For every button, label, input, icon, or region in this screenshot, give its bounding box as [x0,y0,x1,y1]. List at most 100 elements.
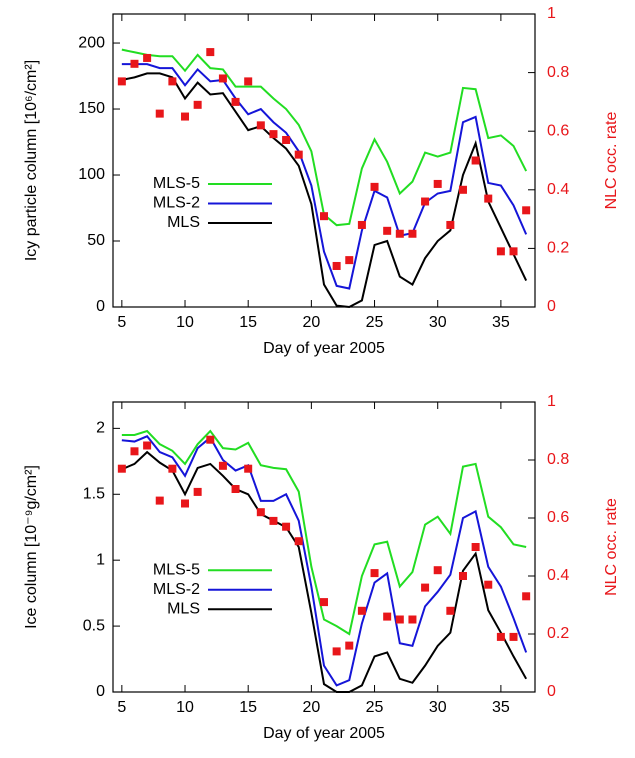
nlc-marker [471,156,480,165]
nlc-marker [345,256,354,265]
nlc-marker [294,150,303,159]
nlc-marker [433,566,442,575]
plot-frame [112,13,536,308]
x-tick-label: 5 [117,699,126,716]
y2-tick-label: 0.2 [547,625,569,642]
x-tick-label: 30 [429,699,447,716]
nlc-marker [395,615,404,624]
nlc-marker [421,197,430,206]
nlc-marker [193,487,202,496]
nlc-marker [155,496,164,505]
nlc-marker [269,130,278,139]
nlc-marker [117,77,126,86]
nlc-marker [383,226,392,235]
nlc-marker [357,606,366,615]
legend-label: MLS-2 [153,581,200,598]
nlc-marker [193,100,202,109]
nlc-marker [181,499,190,508]
series-line [121,63,528,290]
plot-frame [112,401,536,693]
y2-axis-label: NLC occ. rate [603,111,620,209]
nlc-marker [168,77,177,86]
series-line [121,435,528,687]
nlc-marker [496,632,505,641]
nlc-marker [256,121,265,130]
x-tick-label: 25 [366,314,384,331]
y2-tick-label: 0.6 [547,509,569,526]
nlc-marker [320,212,328,221]
nlc-marker [256,508,265,517]
nlc-marker [522,592,531,601]
nlc-marker [522,206,531,215]
legend-label: MLS [167,214,200,231]
y-axis-label: Icy particle column [10⁶/cm²] [23,60,40,261]
y-tick-label: 1 [96,551,105,568]
x-tick-label: 20 [302,314,320,331]
y2-tick-label: 0 [547,683,556,700]
nlc-marker [370,182,379,191]
x-tick-label: 35 [492,699,510,716]
y-tick-label: 150 [78,100,105,117]
y2-tick-label: 0.2 [547,240,569,257]
nlc-marker [244,464,253,473]
nlc-marker [408,615,417,624]
nlc-marker [471,543,480,551]
legend-label: MLS-5 [153,175,200,192]
y2-axis-label: NLC occ. rate [603,498,620,596]
nlc-marker [458,572,467,580]
nlc-marker [496,247,505,256]
nlc-marker [446,220,455,229]
y-tick-label: 1.5 [83,485,105,502]
nlc-marker [421,583,430,592]
y-tick-label: 0 [96,683,105,700]
nlc-marker [282,522,291,531]
y-tick-label: 2 [96,420,105,437]
legend-label: MLS-2 [153,195,200,212]
y2-tick-label: 0.8 [547,451,569,468]
y2-tick-label: 0 [547,298,556,315]
legend-label: MLS-5 [153,561,200,578]
nlc-marker [206,48,215,57]
nlc-marker [458,185,467,194]
y2-tick-label: 1 [547,5,556,22]
x-tick-label: 25 [366,699,384,716]
x-tick-label: 15 [239,699,257,716]
nlc-marker [143,441,152,450]
y2-tick-label: 0.4 [547,567,569,584]
x-tick-label: 10 [176,314,194,331]
nlc-marker [130,447,139,456]
x-axis-label: Day of year 2005 [263,340,385,357]
y-tick-label: 0 [96,298,105,315]
x-tick-label: 30 [429,314,447,331]
nlc-marker [231,485,240,493]
nlc-marker [168,464,177,473]
nlc-marker [509,247,518,256]
nlc-marker [408,229,417,238]
nlc-marker [181,112,190,121]
series-line [121,450,528,693]
x-tick-label: 10 [176,699,194,716]
nlc-marker [244,77,253,86]
nlc-marker [269,516,278,525]
nlc-marker [370,569,379,578]
nlc-marker [383,612,392,621]
x-tick-label: 20 [302,699,320,716]
legend-label: MLS [167,600,200,617]
y2-tick-label: 0.6 [547,122,569,139]
nlc-marker [484,194,493,203]
nlc-marker [130,59,139,68]
nlc-marker [117,464,126,473]
nlc-marker [218,461,227,470]
nlc-marker [345,641,354,650]
nlc-marker [294,537,303,546]
y2-tick-label: 0.4 [547,181,569,198]
nlc-marker [143,53,152,62]
nlc-marker [484,580,493,589]
nlc-marker [509,632,518,641]
y-tick-label: 0.5 [83,617,105,634]
nlc-marker [320,598,328,607]
nlc-marker [332,261,341,270]
y2-tick-label: 1 [547,393,556,410]
